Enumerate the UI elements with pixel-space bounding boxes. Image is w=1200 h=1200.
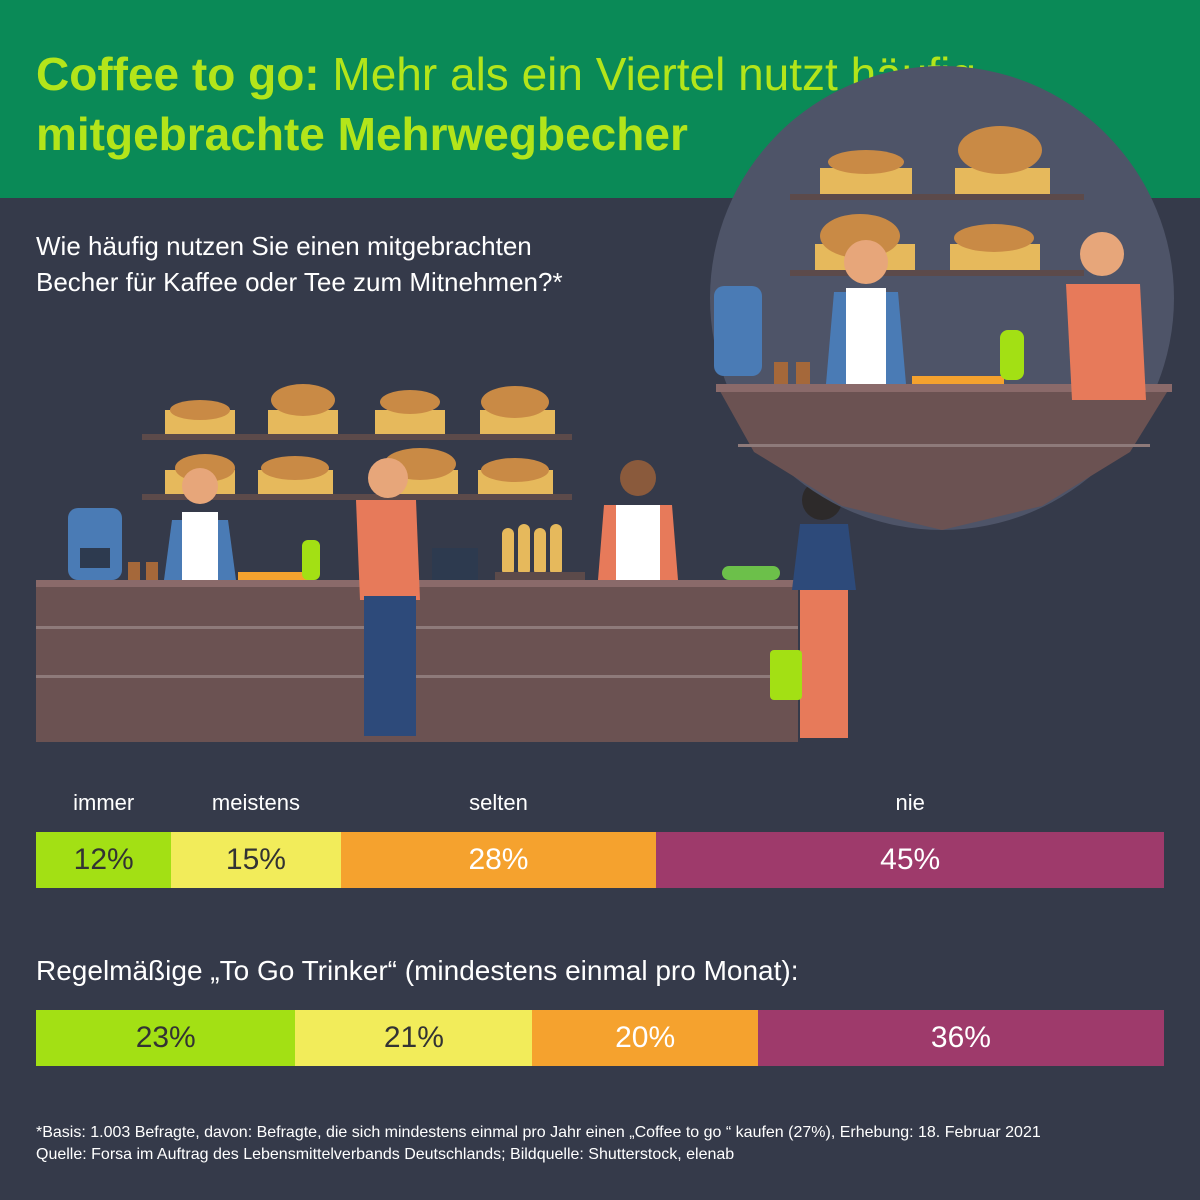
stacked-bar-regular-drinkers: 23% 21% 20% 36% — [36, 1010, 1164, 1066]
bakery-counter-scene — [36, 384, 856, 742]
bar-segment-nie: 45% — [656, 832, 1164, 888]
footnote-basis: *Basis: 1.003 Befragte, davon: Befragte,… — [36, 1124, 1041, 1141]
footnote-source: Quelle: Forsa im Auftrag des Lebensmitte… — [36, 1146, 735, 1163]
page-title: Coffee to go: Mehr als ein Viertel nutzt… — [36, 44, 1036, 164]
title-line2: mitgebrachte Mehrwegbecher — [36, 108, 688, 160]
bar-segment-immer: 12% — [36, 832, 172, 888]
category-label-immer: immer — [73, 790, 135, 815]
bar-segment-selten: 28% — [340, 832, 657, 888]
survey-question: Wie häufig nutzen Sie einen mitgebrachte… — [36, 228, 676, 300]
bar-segment-selten: 20% — [532, 1010, 758, 1066]
bar-segment-meistens: 15% — [171, 832, 341, 888]
stacked-bar-all-respondents: 12% 15% 28% 45% — [36, 832, 1164, 888]
question-line2: Becher für Kaffee oder Tee zum Mitnehmen… — [36, 267, 563, 297]
bar-segment-immer: 23% — [36, 1010, 296, 1066]
subquestion-label: Regelmäßige „To Go Trinker“ (mindestens … — [36, 955, 799, 986]
title-regular: Mehr als ein Viertel nutzt häufig — [319, 48, 976, 100]
question-line1: Wie häufig nutzen Sie einen mitgebrachte… — [36, 231, 532, 261]
category-label-meistens: meistens — [211, 790, 300, 815]
category-label-selten: selten — [469, 790, 528, 815]
bar-segment-nie: 36% — [757, 1010, 1164, 1066]
category-labels: immer meistens selten nie — [36, 790, 1164, 820]
footnote: *Basis: 1.003 Befragte, davon: Befragte,… — [36, 1122, 1041, 1166]
title-bold: Coffee to go: — [36, 48, 320, 100]
bar-segment-meistens: 21% — [295, 1010, 533, 1066]
category-label-nie: nie — [895, 790, 925, 815]
